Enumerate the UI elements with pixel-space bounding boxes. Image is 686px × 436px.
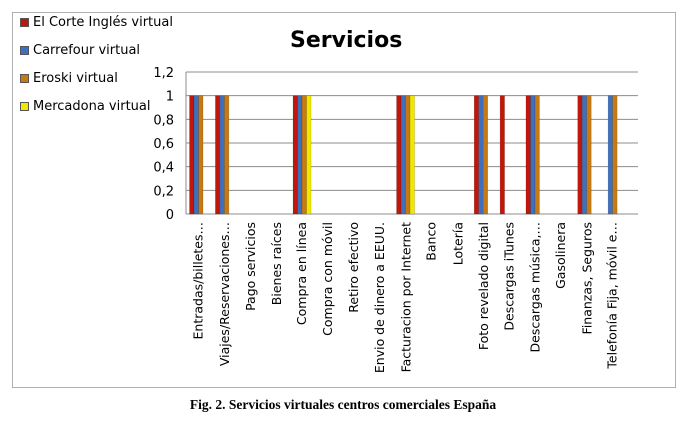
bar: [499, 95, 505, 215]
x-tick-label: Telefonía Fija, móvil e…: [604, 222, 620, 369]
bar: [198, 95, 204, 215]
x-axis-labels: Entradas/billetes… Viajes/Reservaciones… P…: [190, 222, 620, 373]
chart-title: Servicios: [290, 28, 403, 53]
x-tick-label: Gasolinera: [553, 222, 569, 289]
x-tick-label: Entradas/billetes…: [190, 222, 206, 340]
y-tick-label: 0,6: [153, 137, 174, 152]
x-tick-label: Compra en línea: [294, 222, 310, 326]
bar: [612, 95, 618, 215]
x-tick-label: Banco: [423, 222, 439, 261]
legend-swatch: [20, 102, 29, 111]
y-tick-label: 0,8: [153, 113, 174, 128]
legend-label: Mercadona virtual: [33, 99, 151, 114]
x-tick-label: Foto revelado digital: [475, 222, 491, 351]
y-tick-label: 0,4: [153, 161, 174, 176]
bar: [409, 95, 415, 215]
legend-label: Eroski virtual: [33, 71, 118, 86]
legend-item: Mercadona virtual: [20, 99, 151, 114]
x-tick-label: Viajes/Reservaciones…: [216, 222, 232, 367]
legend-swatch: [20, 46, 29, 55]
bar: [586, 95, 592, 215]
x-tick-label: Retiro efectivo: [345, 222, 361, 313]
chart-frame: [12, 12, 676, 388]
x-tick-label: Facturacion por Internet: [398, 222, 414, 373]
y-tick-label: 1: [166, 90, 174, 105]
bar: [224, 95, 230, 215]
legend-swatch: [20, 74, 29, 83]
legend-label: El Corte Inglés virtual: [33, 15, 173, 30]
bar: [482, 95, 488, 215]
legend-label: Carrefour virtual: [33, 43, 141, 58]
x-tick-label: Compra con móvil: [320, 222, 336, 336]
y-tick-label: 0: [166, 208, 174, 223]
bar: [306, 95, 312, 215]
legend-swatch: [20, 18, 29, 27]
y-tick-label: 1,2: [153, 66, 174, 81]
x-tick-label: Descargas iTunes: [501, 222, 517, 331]
x-tick-label: Descargas música,…: [527, 222, 543, 353]
x-tick-label: Lotería: [450, 222, 466, 266]
x-tick-label: Bienes raíces: [268, 222, 284, 306]
legend-item: Carrefour virtual: [20, 43, 140, 58]
legend-item: Eroski virtual: [20, 71, 118, 86]
legend-item: El Corte Inglés virtual: [20, 15, 173, 30]
x-tick-label: Envio de dinero a EEUU.: [372, 222, 388, 373]
x-tick-label: Finanzas, Seguros: [579, 222, 595, 335]
bar: [534, 95, 540, 215]
figure-caption: Fig. 2. Servicios virtuales centros come…: [189, 397, 497, 412]
y-tick-label: 0,2: [153, 184, 174, 199]
x-tick-label: Pago servicios: [242, 222, 258, 311]
